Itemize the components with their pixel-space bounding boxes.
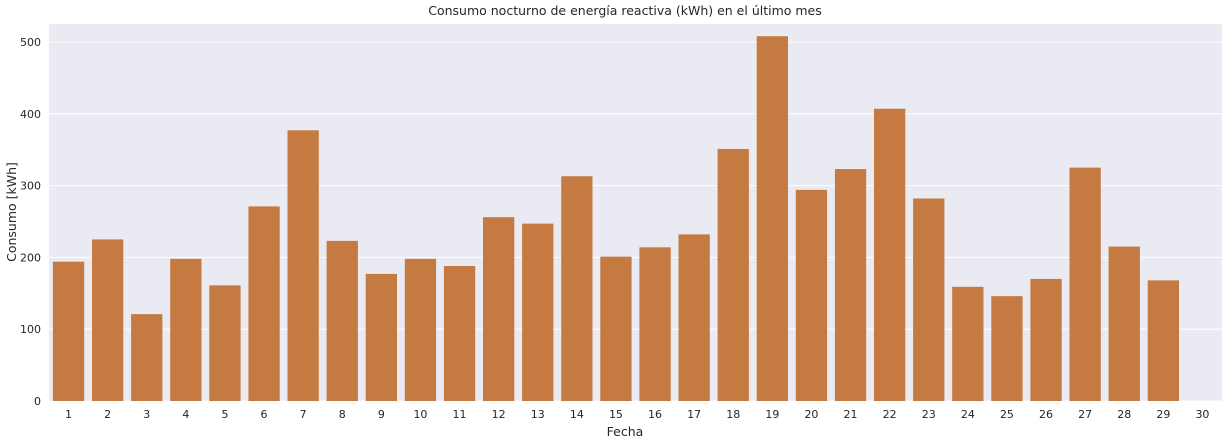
bar-28 [1108,246,1140,401]
bar-12 [483,217,515,401]
x-tick-label: 2 [104,408,111,421]
y-tick-label: 500 [20,36,41,49]
x-tick-label: 11 [453,408,467,421]
bar-17 [678,234,710,401]
x-tick-label: 17 [687,408,701,421]
bar-22 [874,108,906,402]
x-tick-label: 24 [961,408,975,421]
x-tick-label: 3 [143,408,150,421]
bar-13 [522,223,554,401]
x-tick-label: 18 [726,408,740,421]
x-tick-label: 13 [531,408,545,421]
bar-29 [1147,280,1179,401]
x-tick-label: 27 [1078,408,1092,421]
chart-title: Consumo nocturno de energía reactiva (kW… [428,3,822,18]
x-tick-label: 29 [1156,408,1170,421]
bars [52,36,1179,402]
bar-10 [404,258,437,401]
x-tick-label: 1 [65,408,72,421]
bar-4 [170,258,202,401]
bar-7 [287,130,319,402]
x-tick-label: 12 [492,408,506,421]
bar-23 [913,198,945,401]
x-tick-label: 22 [883,408,897,421]
bar-20 [795,189,828,401]
bar-6 [248,206,280,401]
bar-27 [1069,167,1101,401]
x-tick-label: 10 [413,408,427,421]
x-tick-label: 25 [1000,408,1014,421]
x-tick-label: 9 [378,408,385,421]
x-tick-labels: 1 2 3 4 5 6 7 8 9 10 11 12 13 14 15 16 17 18 19 20 21 22 23 24 2… [65,408,1209,421]
bar-21 [834,169,867,401]
x-axis-label: Fecha [607,424,644,439]
x-tick-label: 23 [922,408,936,421]
y-tick-label: 100 [20,323,41,336]
y-tick-label: 300 [20,180,41,193]
bar-11 [443,265,476,401]
bar-1 [52,261,85,401]
bar-5 [209,285,241,401]
bar-16 [639,247,671,401]
bar-25 [991,296,1023,401]
bar-14 [561,176,593,401]
y-tick-label: 200 [20,251,41,264]
y-tick-label: 0 [34,395,41,408]
bar-9 [365,273,397,401]
y-axis-label: Consumo [kWh] [4,162,19,262]
plot-background [49,24,1222,401]
bar-8 [326,240,358,401]
bar-2 [92,239,124,401]
bar-24 [952,286,984,401]
y-tick-labels: 0 100 200 300 400 500 [20,36,41,408]
x-tick-label: 5 [221,408,228,421]
bar-3 [131,314,163,401]
x-tick-label: 16 [648,408,662,421]
x-tick-label: 21 [844,408,858,421]
x-tick-label: 15 [609,408,623,421]
bar-15 [600,256,632,401]
bar-19 [756,36,788,402]
x-tick-label: 6 [261,408,268,421]
bar-18 [717,148,749,401]
x-tick-label: 20 [804,408,818,421]
x-tick-label: 4 [182,408,189,421]
x-tick-label: 7 [300,408,307,421]
x-tick-label: 28 [1117,408,1131,421]
gridlines [49,41,1222,402]
x-tick-label: 14 [570,408,584,421]
bar-26 [1030,278,1062,401]
x-tick-label: 30 [1195,408,1209,421]
x-tick-label: 26 [1039,408,1053,421]
x-tick-label: 8 [339,408,346,421]
y-tick-label: 400 [20,108,41,121]
x-tick-label: 19 [765,408,779,421]
